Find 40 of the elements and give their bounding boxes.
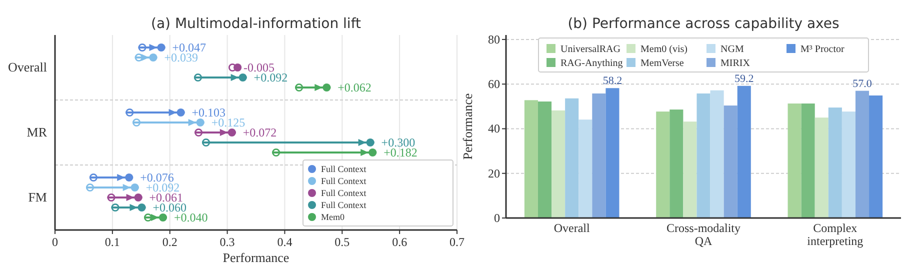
y-axis-title: Performance	[460, 93, 475, 160]
legend-label: RAG-Anything	[560, 58, 623, 69]
x-tick-label: 0.1	[104, 235, 120, 249]
legend-label: NGM	[720, 44, 744, 55]
legend-label: Full Context	[321, 188, 367, 198]
y-tick-label: 20	[488, 166, 500, 180]
x-tick-label: 0	[52, 235, 58, 249]
data-label: 57.0	[852, 78, 872, 90]
x-tick-label: Cross-modality QA	[666, 221, 740, 248]
x-tick-label: 0.2	[162, 235, 178, 249]
y-tick-label: 80	[488, 32, 500, 46]
data-label: +0.062	[338, 80, 372, 94]
legend-label: M³ Proctor	[800, 44, 845, 55]
legend-label: Mem0	[321, 212, 345, 222]
chart-title: (a) Multimodal-information lift	[151, 16, 362, 32]
y-tick-label: 60	[488, 77, 500, 92]
x-tick-label: 0.5	[334, 235, 350, 249]
data-label: +0.072	[242, 126, 277, 140]
data-label: 59.2	[734, 72, 754, 85]
x-tick-label: 0.7	[450, 235, 464, 249]
y-tick-label: 40	[488, 122, 500, 136]
legend-label: MIRIX	[720, 58, 751, 69]
x-tick-label: Complex interpreting	[807, 221, 864, 248]
y-tick-label: Overall	[8, 60, 48, 74]
y-tick-label: FM	[28, 190, 48, 204]
x-tick-label: 0.3	[220, 235, 235, 249]
legend-label: Full Context	[321, 164, 367, 174]
x-tick-label: Overall	[554, 221, 590, 235]
legend-label: Full Context	[321, 200, 367, 210]
x-tick-label: 0.6	[392, 235, 408, 249]
y-tick-label: MR	[26, 124, 48, 140]
x-axis-title: Performance	[222, 250, 290, 265]
data-label: 58.2	[602, 75, 622, 88]
x-tick-label: 0.4	[277, 235, 292, 249]
legend-label: UniversalRAG	[560, 44, 620, 55]
legend-label: Full Context	[321, 176, 367, 186]
legend-label: Mem0 (vis)	[640, 44, 688, 55]
y-tick-label: 0	[494, 211, 500, 225]
chart-title: (b) Performance across capability axes	[568, 16, 840, 32]
legend-label: MemVerse	[640, 58, 684, 69]
